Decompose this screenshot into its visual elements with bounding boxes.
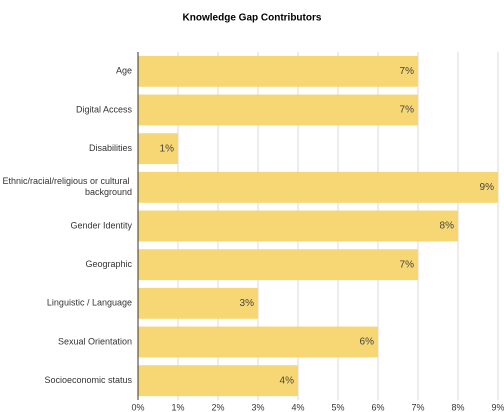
- value-label: 7%: [400, 105, 415, 116]
- y-tick-label: Socioeconomic status: [44, 375, 132, 385]
- x-tick-label: 9%: [491, 402, 504, 412]
- bar: [138, 55, 418, 87]
- x-tick-label: 1%: [171, 402, 184, 412]
- y-tick-label: Linguistic / Language: [47, 298, 132, 308]
- value-label: 9%: [480, 182, 495, 193]
- bar: [138, 94, 418, 126]
- x-tick-label: 4%: [291, 402, 304, 412]
- x-tick-label: 8%: [451, 402, 464, 412]
- bar: [138, 326, 378, 358]
- x-tick-label: 2%: [211, 402, 224, 412]
- x-tick-label: 0%: [131, 402, 144, 412]
- y-tick-label: Geographic: [85, 259, 132, 269]
- value-label: 7%: [400, 66, 415, 77]
- value-label: 7%: [400, 259, 415, 270]
- value-label: 6%: [360, 337, 375, 348]
- bar: [138, 249, 418, 281]
- y-tick-label: Ethnic/racial/religious or cultural back…: [2, 176, 132, 197]
- x-tick-label: 5%: [331, 402, 344, 412]
- x-tick-label: 7%: [411, 402, 424, 412]
- value-label: 4%: [280, 375, 295, 386]
- y-tick-label: Age: [116, 66, 132, 76]
- x-tick-label: 6%: [371, 402, 384, 412]
- x-tick-label: 3%: [251, 402, 264, 412]
- bar: [138, 133, 178, 165]
- bar: [138, 365, 298, 397]
- value-label: 3%: [240, 298, 255, 309]
- y-tick-label: Sexual Orientation: [58, 336, 132, 346]
- value-label: 1%: [160, 143, 175, 154]
- chart-title: Knowledge Gap Contributors: [183, 13, 322, 24]
- bar: [138, 287, 258, 319]
- y-tick-label: Disabilities: [89, 143, 133, 153]
- bar: [138, 210, 458, 242]
- bar: [138, 171, 498, 203]
- y-tick-label: Digital Access: [76, 104, 133, 114]
- value-label: 8%: [440, 221, 455, 232]
- y-tick-label: Gender Identity: [70, 220, 132, 230]
